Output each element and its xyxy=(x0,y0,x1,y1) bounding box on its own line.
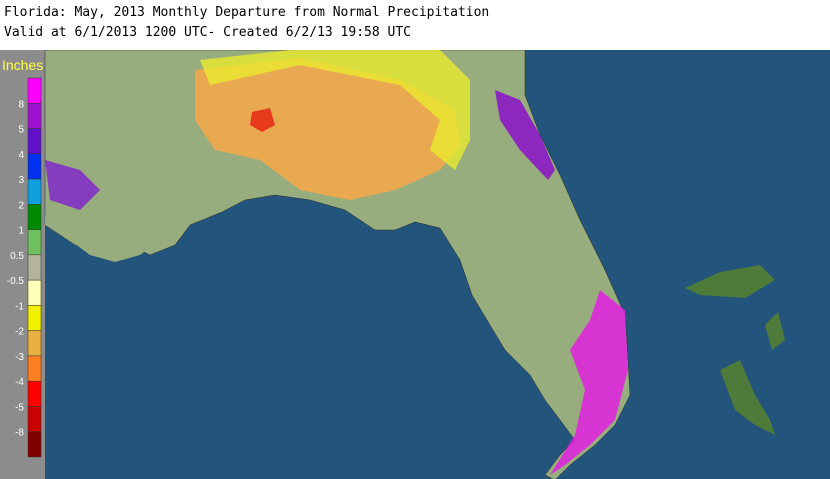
legend-label: 0.5 xyxy=(10,251,24,262)
legend-label: 3 xyxy=(18,175,24,186)
bahamas xyxy=(765,312,785,350)
legend-label: -5 xyxy=(15,402,24,413)
legend-swatch xyxy=(27,153,42,180)
legend-swatch xyxy=(27,77,42,104)
wet-gulf xyxy=(45,160,100,210)
legend-label: 1 xyxy=(18,226,24,237)
legend-label: -8 xyxy=(15,428,24,439)
bahamas xyxy=(720,360,775,435)
legend-label: -3 xyxy=(15,352,24,363)
legend-label: -2 xyxy=(15,327,24,338)
legend-swatch xyxy=(27,431,42,458)
legend-label: 2 xyxy=(18,200,24,211)
legend-swatch xyxy=(27,204,42,230)
legend-swatch xyxy=(27,254,42,281)
legend-title: Inches xyxy=(2,57,43,73)
legend-swatch xyxy=(27,305,42,331)
legend-swatch xyxy=(27,128,42,155)
map-subtitle: Valid at 6/1/2013 1200 UTC- Created 6/2/… xyxy=(4,25,411,40)
legend-swatch xyxy=(27,229,42,256)
wet-east xyxy=(495,90,555,180)
wet-south xyxy=(550,290,628,475)
dry-fringe xyxy=(200,50,470,170)
legend-swatch xyxy=(27,279,42,306)
legend-swatch xyxy=(27,178,42,205)
legend-label: -0.5 xyxy=(7,276,25,287)
dry-core xyxy=(250,108,275,132)
map-title: Florida: May, 2013 Monthly Departure fro… xyxy=(4,5,490,20)
legend-label: 5 xyxy=(18,125,24,136)
legend-label: 4 xyxy=(18,150,24,161)
land-louisiana xyxy=(45,215,172,262)
legend-swatch xyxy=(27,355,42,382)
legend-swatch xyxy=(27,330,42,357)
legend-swatch xyxy=(27,406,42,432)
legend-swatch xyxy=(27,103,42,129)
legend-swatch xyxy=(27,380,42,407)
legend-label: 8 xyxy=(18,99,24,110)
legend-label: -1 xyxy=(15,301,24,312)
map: Inches 8 5 4 3 2 1 0.5 -0.5 -1 -2 -3 -4 -5 -8 xyxy=(0,50,830,479)
dry-region xyxy=(195,58,460,200)
bahamas xyxy=(685,265,775,298)
legend-label: -4 xyxy=(15,377,24,388)
